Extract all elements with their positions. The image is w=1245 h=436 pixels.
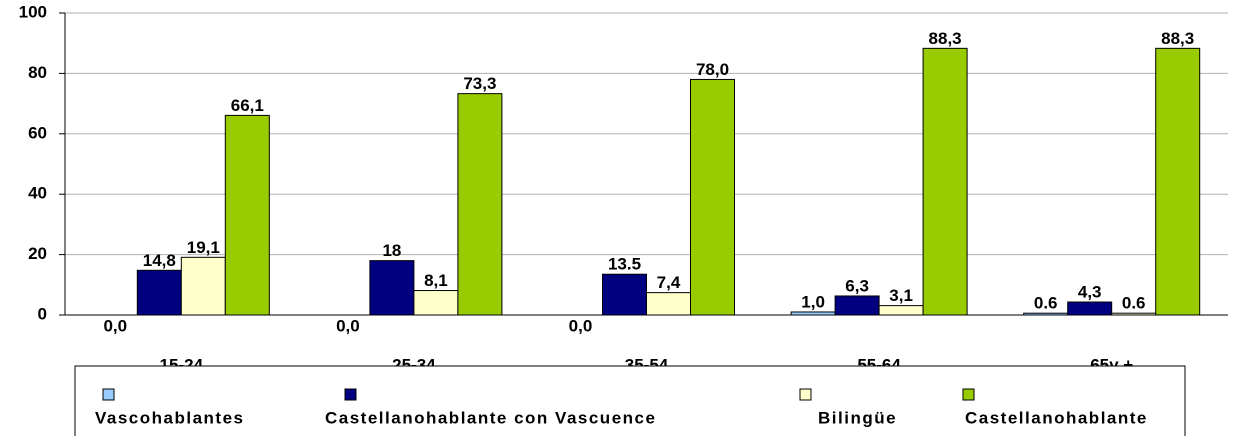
bar xyxy=(834,295,880,316)
data-label: 88,3 xyxy=(1161,29,1194,48)
legend-label: Castellanohablante con Vascuence xyxy=(325,408,656,427)
data-label: 0,0 xyxy=(569,316,593,335)
data-label: 73,3 xyxy=(463,74,496,93)
data-label: 18 xyxy=(382,241,401,260)
data-label: 7,4 xyxy=(657,273,681,292)
bar xyxy=(1067,301,1113,316)
data-label: 8,1 xyxy=(424,271,448,290)
legend-swatch xyxy=(799,388,812,401)
data-label: 0,0 xyxy=(336,316,360,335)
data-label: 13.5 xyxy=(608,255,641,274)
y-tick-label: 100 xyxy=(19,2,47,21)
bar xyxy=(180,256,226,316)
data-label: 1,0 xyxy=(801,292,825,311)
data-label: 78,0 xyxy=(696,60,729,79)
y-tick-label: 80 xyxy=(28,63,47,82)
bar xyxy=(136,269,182,316)
legend xyxy=(74,365,1186,436)
bar xyxy=(413,290,459,316)
data-label: 88,3 xyxy=(929,29,962,48)
legend-swatch xyxy=(102,388,115,401)
data-label: 0.6 xyxy=(1122,294,1146,313)
y-tick-label: 60 xyxy=(28,123,47,142)
bar xyxy=(369,260,415,316)
legend-label: Vascohablantes xyxy=(95,408,245,427)
data-label: 66,1 xyxy=(231,96,264,115)
data-label: 6,3 xyxy=(845,276,869,295)
data-label: 3,1 xyxy=(889,286,913,305)
y-tick-label: 40 xyxy=(28,184,47,203)
data-label: 14,8 xyxy=(143,251,176,270)
data-label: 19,1 xyxy=(187,238,220,257)
legend-swatch xyxy=(962,388,975,401)
data-label: 0.6 xyxy=(1034,294,1058,313)
bar xyxy=(878,305,924,316)
bar xyxy=(690,78,735,316)
bar xyxy=(457,93,503,316)
y-tick-label: 20 xyxy=(28,244,47,263)
legend-label: Castellanohablante xyxy=(965,408,1148,427)
bar xyxy=(224,114,270,316)
bar xyxy=(1155,47,1201,316)
bar xyxy=(646,292,691,316)
y-tick-label: 0 xyxy=(38,304,47,323)
bar xyxy=(922,47,968,316)
legend-label: Bilingüe xyxy=(818,408,897,427)
bar xyxy=(602,273,647,316)
data-label: 4,3 xyxy=(1078,282,1102,301)
legend-swatch xyxy=(344,388,357,401)
data-label: 0,0 xyxy=(103,316,127,335)
